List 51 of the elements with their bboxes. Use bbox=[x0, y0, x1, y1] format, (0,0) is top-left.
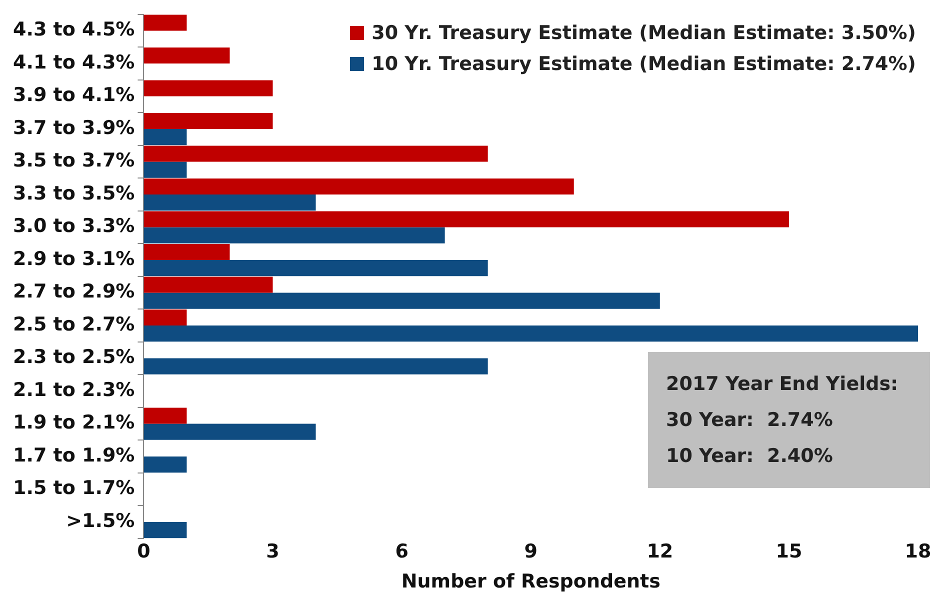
y-tick-label: 3.0 to 3.3% bbox=[13, 215, 135, 238]
bar bbox=[144, 244, 230, 260]
x-tick-label: 6 bbox=[395, 540, 408, 563]
x-tick-label: 12 bbox=[646, 540, 674, 563]
x-tick-label: 18 bbox=[904, 540, 932, 563]
bar bbox=[144, 456, 187, 473]
bar bbox=[144, 326, 918, 342]
y-tick-label: 4.3 to 4.5% bbox=[13, 18, 135, 41]
bar bbox=[144, 162, 187, 178]
x-tick-label: 15 bbox=[776, 540, 802, 563]
bar bbox=[144, 146, 488, 162]
bar bbox=[144, 211, 789, 228]
y-tick-label: 1.5 to 1.7% bbox=[13, 477, 135, 500]
bar bbox=[144, 276, 273, 293]
bar bbox=[144, 408, 187, 424]
y-tick-label: 1.9 to 2.1% bbox=[13, 412, 135, 434]
y-tick-label: 2.3 to 2.5% bbox=[13, 346, 135, 368]
bar bbox=[144, 194, 316, 211]
bar bbox=[144, 129, 187, 146]
y-tick-label: 3.5 to 3.7% bbox=[13, 150, 135, 172]
bar bbox=[144, 112, 273, 130]
bar bbox=[144, 227, 445, 244]
y-tick-label: 2.7 to 2.9% bbox=[13, 280, 135, 303]
bar bbox=[144, 260, 488, 276]
y-tick-label: 2.1 to 2.3% bbox=[13, 378, 135, 401]
bar bbox=[144, 309, 187, 326]
y-tick-label: 3.7 to 3.9% bbox=[13, 116, 135, 139]
y-tick-label: 3.9 to 4.1% bbox=[13, 84, 135, 106]
annotation: 30 Year: 2.74% bbox=[666, 408, 834, 433]
bar bbox=[144, 522, 187, 538]
y-tick-label: 1.7 to 1.9% bbox=[13, 444, 135, 466]
bar bbox=[144, 292, 660, 309]
y-tick-label: 4.1 to 4.3% bbox=[13, 51, 135, 74]
legend-label: 10 Yr. Treasury Estimate (Median Estimate: 2.74%) bbox=[372, 53, 916, 75]
annotation: 2017 Year End Yields: bbox=[666, 372, 900, 397]
annotation: 10 Year: 2.40% bbox=[666, 444, 834, 469]
bar bbox=[144, 80, 273, 96]
bar bbox=[144, 14, 187, 31]
bar bbox=[144, 47, 230, 64]
bar bbox=[144, 178, 574, 195]
x-tick-label: 3 bbox=[266, 540, 280, 563]
x-tick-label: 9 bbox=[524, 540, 538, 563]
y-tick-label: 2.9 to 3.1% bbox=[13, 248, 135, 270]
y-tick-label: >1.5% bbox=[66, 510, 135, 532]
bar bbox=[144, 358, 488, 374]
x-tick-label: 0 bbox=[137, 540, 150, 563]
y-tick-label: 3.3 to 3.5% bbox=[13, 182, 135, 204]
y-tick-label: 2.5 to 2.7% bbox=[13, 313, 135, 336]
x-axis-title: Number of Respondents bbox=[401, 570, 660, 593]
bar bbox=[144, 424, 316, 440]
legend-label: 30 Yr. Treasury Estimate (Median Estimate: 3.50%) bbox=[372, 22, 916, 44]
